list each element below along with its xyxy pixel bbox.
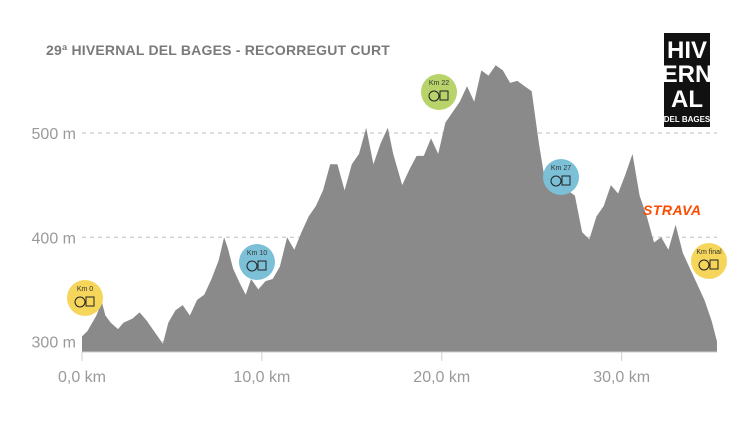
axis-layer: 300 m 400 m 500 m 0,0 km 10,0 km 20,0 km 30,0 … bbox=[32, 126, 717, 386]
badge-km-label: Km final bbox=[696, 249, 722, 256]
aid-station-badge: Km 0 bbox=[67, 280, 103, 316]
cup-icon bbox=[439, 90, 449, 101]
badge-km-label: Km 22 bbox=[429, 80, 449, 87]
strava-logo: STRAVA bbox=[643, 202, 701, 218]
badge-circle bbox=[543, 159, 579, 195]
badge-circle bbox=[239, 244, 275, 280]
hivernal-logo-line2: ERN bbox=[662, 61, 713, 88]
sandwich-icon bbox=[428, 90, 440, 102]
hivernal-logo-bg bbox=[664, 33, 710, 127]
hivernal-logo-line3: AL bbox=[671, 86, 703, 113]
badge-km-label: Km 27 bbox=[551, 165, 571, 172]
croissant-icon bbox=[74, 296, 86, 308]
aid-station-badge: Km 22 bbox=[421, 74, 457, 110]
cup-icon bbox=[709, 259, 719, 270]
aid-station-badge: Km final bbox=[691, 243, 727, 279]
x-tick-label: 10,0 km bbox=[233, 369, 290, 386]
x-tick-label: 30,0 km bbox=[593, 369, 650, 386]
apple-icon bbox=[550, 175, 562, 187]
y-tick-label: 300 m bbox=[32, 335, 76, 352]
cup-icon bbox=[257, 260, 267, 271]
x-tick-label: 0,0 km bbox=[58, 369, 106, 386]
badge-circle bbox=[421, 74, 457, 110]
cup-icon bbox=[85, 296, 95, 307]
badge-circle bbox=[67, 280, 103, 316]
y-tick-label: 500 m bbox=[32, 126, 76, 143]
cup-icon bbox=[698, 259, 710, 271]
hivernal-logo: HIV ERN AL DEL BAGES bbox=[662, 33, 713, 127]
y-tick-label: 400 m bbox=[32, 230, 76, 247]
chart-title: 29ª HIVERNAL DEL BAGES - RECORREGUT CURT bbox=[46, 42, 391, 58]
elevation-area bbox=[82, 65, 717, 352]
badge-km-label: Km 10 bbox=[247, 250, 267, 257]
aid-station-badge: Km 10 bbox=[239, 244, 275, 280]
hivernal-logo-line1: HIV bbox=[667, 37, 707, 64]
cup-icon bbox=[561, 175, 571, 186]
apple-icon bbox=[246, 260, 258, 272]
hivernal-logo-line4: DEL BAGES bbox=[664, 115, 711, 124]
badge-circle bbox=[691, 243, 727, 279]
aid-station-badge: Km 27 bbox=[543, 159, 579, 195]
badge-layer: Km 0 Km 10 Km 22 Km 27 Km final bbox=[67, 74, 727, 316]
badge-km-label: Km 0 bbox=[77, 286, 93, 293]
x-tick-label: 20,0 km bbox=[413, 369, 470, 386]
